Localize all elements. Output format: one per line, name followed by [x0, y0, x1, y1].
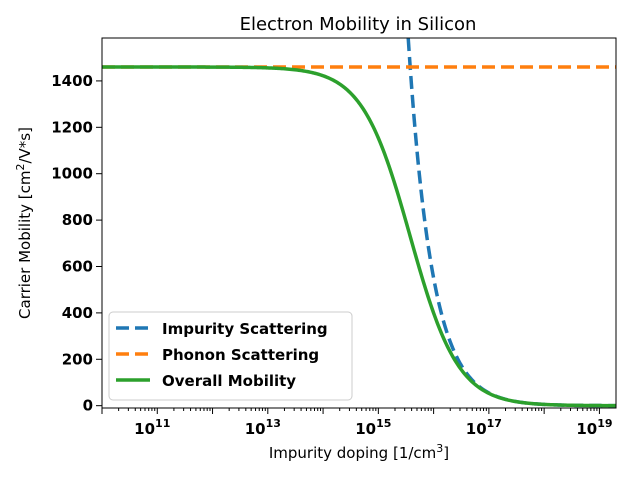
- series-line-overall-mobility: [102, 65, 616, 408]
- legend: Impurity Scattering Phonon Scattering Ov…: [108, 311, 353, 401]
- x-tick-label: 1013: [245, 417, 281, 438]
- y-axis-label: Carrier Mobility [cm2/V*s]: [14, 127, 34, 319]
- x-tick-label: 1015: [355, 417, 391, 438]
- x-axis-ticks: 1011 1013 1015 1017 1019: [101, 408, 613, 438]
- legend-box: [108, 311, 353, 401]
- chart-title: Electron Mobility in Silicon: [240, 14, 477, 35]
- axes-frame: [101, 37, 617, 409]
- x-axis-label: Impurity doping [1/cm3]: [269, 442, 449, 462]
- y-tick-label: 1200: [51, 118, 93, 136]
- y-tick-label: 200: [62, 350, 93, 368]
- x-tick-label: 1011: [134, 417, 170, 438]
- y-tick-label: 1400: [51, 72, 93, 90]
- legend-label-overall: Overall Mobility: [162, 372, 296, 390]
- y-tick-label: 800: [62, 211, 93, 229]
- x-tick-label: 1017: [466, 417, 502, 438]
- legend-label-phonon: Phonon Scattering: [162, 346, 319, 364]
- y-axis-ticks: 0 200 400 600 800 1000 1200 1400: [51, 72, 102, 415]
- y-tick-label: 400: [62, 304, 93, 322]
- y-tick-label: 1000: [51, 165, 93, 183]
- y-tick-label: 0: [83, 397, 93, 415]
- legend-label-impurity: Impurity Scattering: [162, 320, 328, 338]
- y-tick-label: 600: [62, 257, 93, 275]
- x-tick-label: 1019: [576, 417, 612, 438]
